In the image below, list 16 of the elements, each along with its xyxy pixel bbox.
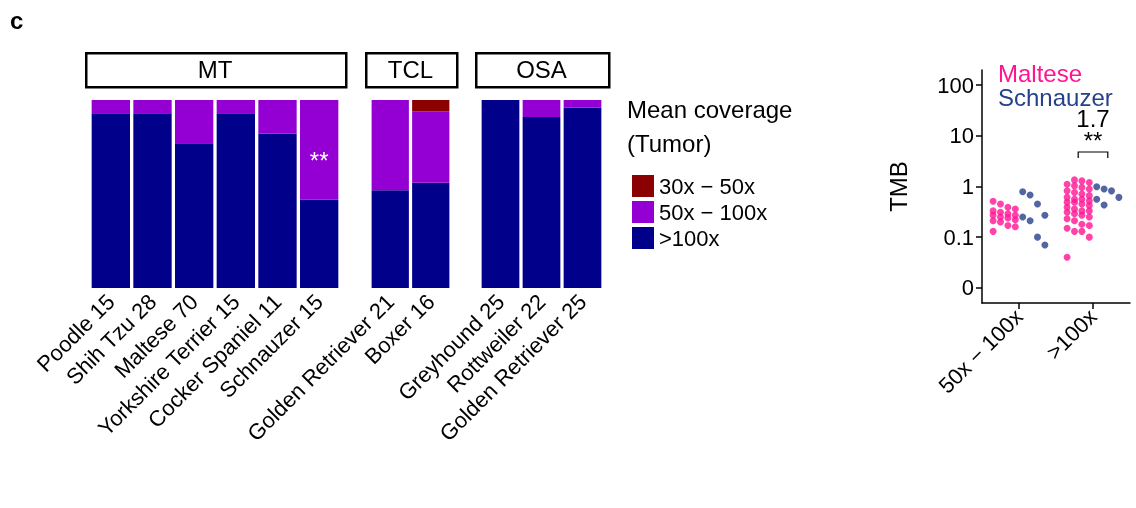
annotation: ** (309, 146, 329, 174)
y-tick-label: 1 (961, 174, 974, 199)
text: c (10, 6, 24, 34)
legend-title: Mean coverage (Tumor) (627, 95, 800, 157)
y-tick-label: 100 (937, 72, 974, 98)
y-tick-label: 0 (961, 275, 974, 301)
legend-label: 30x − 50x (659, 173, 756, 199)
y-tick-label: 10 (949, 123, 974, 149)
y-tick-label: 0.1 (943, 224, 974, 250)
chart-title: OSA (516, 55, 567, 83)
y-axis-title: TMB (884, 161, 912, 212)
annotation: ** (1083, 126, 1103, 154)
chart-title: MT (197, 55, 233, 83)
legend-label: 50x − 100x (659, 199, 768, 225)
chart-title: TCL (387, 55, 434, 83)
legend-label: >100x (659, 225, 720, 251)
